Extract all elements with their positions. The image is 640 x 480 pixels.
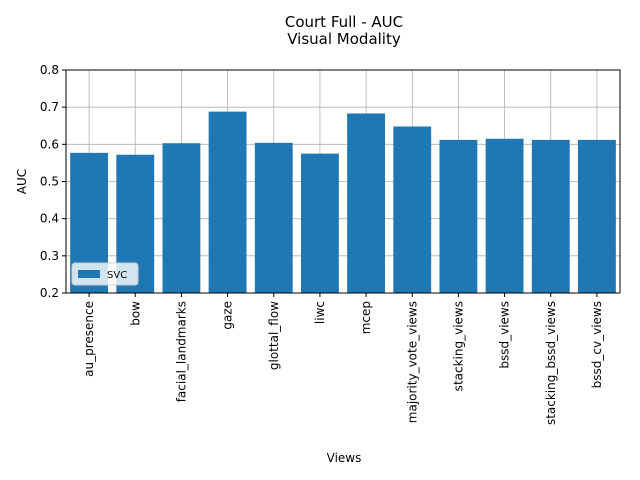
- bar: [162, 143, 201, 293]
- x-tick-label: majority_vote_views: [405, 301, 419, 423]
- bars: [70, 111, 616, 293]
- bar: [300, 153, 339, 293]
- legend-swatch: [78, 270, 100, 278]
- legend: SVC: [71, 262, 139, 286]
- x-tick-label: gaze: [221, 301, 235, 330]
- bar: [208, 111, 247, 293]
- x-axis-label: Views: [327, 451, 362, 465]
- x-tick-label: liwc: [313, 301, 327, 324]
- y-tick-label: 0.3: [40, 249, 59, 263]
- bar: [577, 139, 616, 293]
- y-tick-label: 0.4: [40, 212, 59, 226]
- bar: [393, 126, 432, 293]
- y-axis-label: AUC: [15, 169, 29, 194]
- y-tick-label: 0.5: [40, 175, 59, 189]
- legend-label: SVC: [107, 270, 127, 281]
- x-tick-label: bssd_views: [498, 301, 512, 369]
- axes: 0.2 0.3 0.4 0.5 0.6 0.7 0.8 au_presence bow facia…: [40, 63, 621, 425]
- bar: [485, 138, 524, 293]
- y-tick-label: 0.8: [40, 63, 59, 77]
- bar: [254, 142, 293, 293]
- bar: [531, 139, 570, 293]
- chart-title: Court Full - AUC: [285, 13, 403, 31]
- chart-subtitle: Visual Modality: [287, 30, 401, 48]
- x-tick-label: facial_landmarks: [174, 301, 188, 402]
- y-tick-label: 0.7: [40, 100, 59, 114]
- legend-box: [71, 262, 139, 286]
- x-tick-label: bow: [128, 301, 142, 326]
- y-tick-label: 0.6: [40, 137, 59, 151]
- x-tick-label: glottal_flow: [267, 301, 281, 370]
- x-tick-label: mcep: [359, 301, 373, 334]
- x-tick-label: bssd_cv_views: [590, 301, 604, 388]
- x-tick-label: au_presence: [82, 301, 96, 377]
- bar: [439, 139, 478, 293]
- bar: [347, 113, 386, 293]
- x-tick-label: stacking_views: [451, 301, 465, 391]
- y-tick-label: 0.2: [40, 286, 59, 300]
- x-tick-label: stacking_bssd_views: [544, 301, 558, 425]
